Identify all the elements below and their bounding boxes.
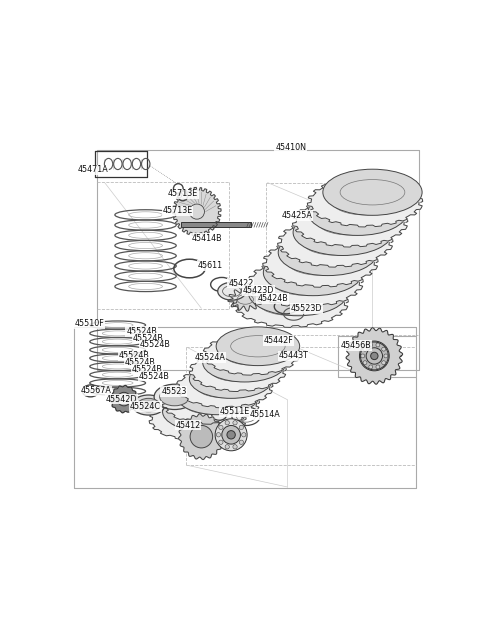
Circle shape xyxy=(369,343,373,347)
Polygon shape xyxy=(203,333,300,375)
Circle shape xyxy=(219,440,223,444)
Polygon shape xyxy=(149,399,246,440)
Text: 45611: 45611 xyxy=(198,261,223,270)
Text: 45424B: 45424B xyxy=(257,294,288,303)
Text: 45524B: 45524B xyxy=(132,365,163,374)
Ellipse shape xyxy=(190,360,273,398)
Text: 45410N: 45410N xyxy=(275,143,306,152)
Text: 45713E: 45713E xyxy=(162,206,192,215)
Circle shape xyxy=(216,433,221,437)
Circle shape xyxy=(376,365,380,369)
Ellipse shape xyxy=(308,189,407,236)
Ellipse shape xyxy=(278,230,377,276)
Polygon shape xyxy=(110,385,138,413)
Text: 45523: 45523 xyxy=(161,387,187,396)
Circle shape xyxy=(382,361,385,365)
Text: 45422: 45422 xyxy=(228,278,253,287)
Ellipse shape xyxy=(143,401,155,409)
Polygon shape xyxy=(173,188,221,236)
Text: 45524B: 45524B xyxy=(140,340,170,349)
Circle shape xyxy=(225,445,229,449)
Ellipse shape xyxy=(249,269,348,316)
Ellipse shape xyxy=(323,169,422,215)
Polygon shape xyxy=(163,383,260,424)
Text: 45542D: 45542D xyxy=(106,395,137,404)
Circle shape xyxy=(371,352,378,360)
Circle shape xyxy=(369,365,373,369)
Ellipse shape xyxy=(132,395,165,415)
Text: 45713E: 45713E xyxy=(168,189,198,198)
Text: 45510F: 45510F xyxy=(74,319,104,328)
Polygon shape xyxy=(307,178,423,227)
Text: 45414B: 45414B xyxy=(192,234,223,243)
Circle shape xyxy=(360,341,389,371)
Circle shape xyxy=(239,440,243,444)
Ellipse shape xyxy=(154,384,195,410)
Text: 45567A: 45567A xyxy=(81,387,112,396)
Circle shape xyxy=(227,431,235,439)
Ellipse shape xyxy=(163,392,246,431)
Circle shape xyxy=(361,354,365,358)
Polygon shape xyxy=(263,238,378,287)
Circle shape xyxy=(382,347,385,351)
Text: 45524B: 45524B xyxy=(139,372,169,381)
Circle shape xyxy=(215,419,247,451)
Text: 45511E: 45511E xyxy=(220,407,250,416)
Polygon shape xyxy=(179,414,224,460)
Bar xyxy=(181,222,251,227)
Polygon shape xyxy=(228,287,263,311)
Ellipse shape xyxy=(203,343,286,382)
Circle shape xyxy=(363,347,367,351)
Polygon shape xyxy=(176,367,273,408)
Circle shape xyxy=(233,445,237,449)
Text: 45443T: 45443T xyxy=(279,351,309,360)
Text: 45524B: 45524B xyxy=(133,333,164,342)
Circle shape xyxy=(239,425,243,429)
Text: 45442F: 45442F xyxy=(264,336,294,345)
Circle shape xyxy=(376,343,380,347)
Text: 45471A: 45471A xyxy=(78,165,108,175)
Circle shape xyxy=(233,420,237,425)
Circle shape xyxy=(117,392,131,406)
Ellipse shape xyxy=(216,327,300,365)
Ellipse shape xyxy=(137,398,160,412)
Text: 45456B: 45456B xyxy=(341,341,372,350)
Polygon shape xyxy=(189,350,287,392)
Ellipse shape xyxy=(293,209,392,255)
Circle shape xyxy=(241,433,246,437)
Text: 45423D: 45423D xyxy=(243,286,275,295)
Text: 45524C: 45524C xyxy=(130,402,161,411)
Circle shape xyxy=(366,348,383,364)
Circle shape xyxy=(360,342,388,370)
Text: 45425A: 45425A xyxy=(281,211,312,220)
Ellipse shape xyxy=(176,376,260,415)
Circle shape xyxy=(225,420,229,425)
Circle shape xyxy=(190,426,213,448)
Text: 45514A: 45514A xyxy=(250,410,280,419)
Polygon shape xyxy=(277,218,393,267)
Text: 45523D: 45523D xyxy=(290,304,322,313)
Circle shape xyxy=(222,426,240,444)
Text: 45524B: 45524B xyxy=(125,358,156,367)
Polygon shape xyxy=(233,278,348,328)
Text: 45524B: 45524B xyxy=(119,351,149,360)
Ellipse shape xyxy=(160,388,190,406)
Text: 45412: 45412 xyxy=(175,420,201,429)
Circle shape xyxy=(384,354,388,358)
Ellipse shape xyxy=(218,282,246,300)
Polygon shape xyxy=(292,198,408,247)
Ellipse shape xyxy=(264,250,362,296)
Text: 45524B: 45524B xyxy=(126,327,157,336)
Polygon shape xyxy=(248,258,363,307)
Circle shape xyxy=(363,361,367,365)
Polygon shape xyxy=(346,328,403,384)
Text: 45524A: 45524A xyxy=(195,353,226,362)
Circle shape xyxy=(219,425,223,429)
